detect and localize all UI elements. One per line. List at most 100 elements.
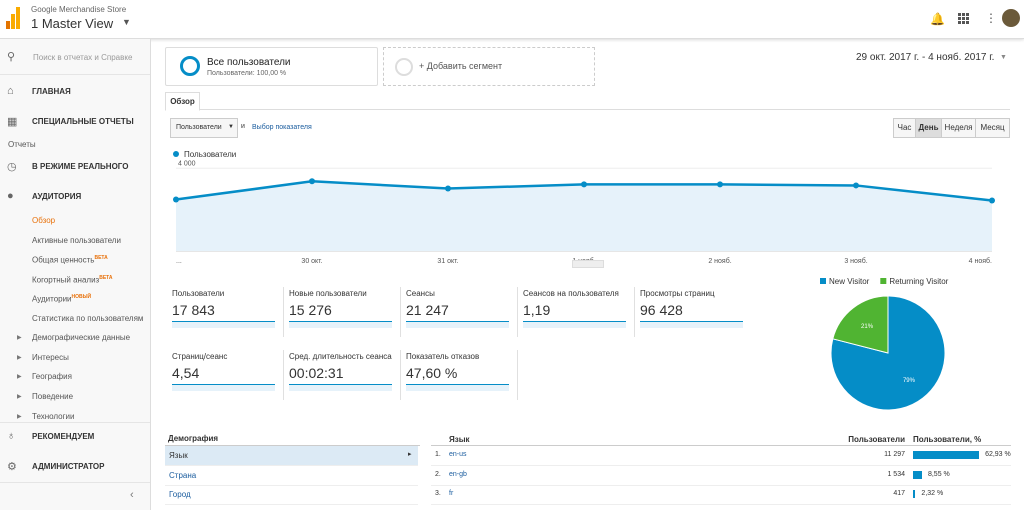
menu[interactable]: ⋮ (985, 11, 997, 25)
demography-label: Страна (169, 470, 197, 480)
metric[interactable]: Сеансы 21 247 (406, 285, 510, 335)
legend-swatch (880, 278, 887, 284)
metric-value: 15 276 (289, 302, 332, 318)
rank: 3. (435, 490, 441, 497)
chart-resizer[interactable] (572, 260, 604, 268)
divider (165, 445, 420, 446)
metric-select[interactable]: Пользователи ▼ (170, 118, 238, 138)
notifications[interactable]: 🔔 (930, 12, 945, 26)
expander: ▶ (17, 335, 22, 341)
metric[interactable]: Сред. длительность сеанса 00:02:31 (289, 348, 393, 398)
sub-item[interactable]: Когортный анализBETA (32, 275, 112, 285)
group[interactable]: Демографические данные (32, 333, 131, 342)
date-range[interactable]: 29 окт. 2017 г. - 4 нояб. 2017 г. (856, 52, 995, 63)
granularity-button[interactable]: Месяц (975, 118, 1010, 138)
arrow: ▸ (408, 451, 412, 458)
tab[interactable]: Обзор (165, 92, 200, 111)
expander: ▶ (17, 413, 22, 420)
sub-item[interactable]: АудиторииНОВЫЙ (32, 294, 91, 304)
group[interactable]: Технологии (32, 411, 75, 421)
demography: Демография Язык ▸ Страна Город (165, 430, 420, 510)
granularity-button[interactable]: Неделя (941, 118, 976, 138)
legend-marker (173, 151, 179, 157)
segment-name: Все пользователи (207, 57, 291, 68)
metric-label: Показатель отказов (406, 352, 480, 361)
share-label: 8,55 % (927, 470, 950, 478)
tab-line (165, 109, 1010, 110)
sub-item[interactable]: Статистика по пользователям (32, 314, 143, 323)
share-label: 62,93 % (985, 451, 1011, 458)
view-name[interactable]: 1 Master View (31, 16, 114, 31)
date-caret[interactable]: ▼ (1000, 54, 1007, 61)
sub-label: Статистика по пользователям (32, 314, 144, 323)
rank: 2. (435, 470, 441, 478)
metric[interactable]: Показатель отказов 47,60 % (406, 348, 510, 398)
choose-metric[interactable]: Выбор показателя (252, 124, 312, 131)
table-row: 3. fr 417 2,32 % (431, 485, 1011, 505)
language[interactable]: en-gb (449, 470, 467, 478)
top-bar: Google Merchandise Store 1 Master View ▼… (0, 0, 1024, 39)
rank: 1. (435, 451, 441, 458)
point (717, 181, 723, 188)
nav-item[interactable]: РЕКОМЕНДУЕМ (32, 432, 95, 441)
metric[interactable]: Новые пользователи 15 276 (289, 285, 393, 335)
granularity-button[interactable]: День (915, 118, 942, 138)
add-segment-label: + Добавить сегмент (419, 61, 503, 71)
metric-select-label: Пользователи (176, 124, 222, 131)
nav-item[interactable]: АУДИТОРИЯ (32, 192, 82, 201)
metric[interactable]: Страниц/сеанс 4,54 (172, 348, 276, 398)
and-label: и (241, 123, 245, 130)
header: Пользователи, % (913, 435, 982, 444)
demography-row[interactable]: Город (165, 485, 418, 505)
language[interactable]: fr (449, 490, 454, 497)
header: Язык (449, 435, 470, 444)
group[interactable]: Интересы (32, 352, 69, 362)
sparkline (289, 321, 392, 328)
logo (6, 7, 20, 29)
metric-value: 17 843 (172, 302, 215, 318)
search[interactable]: Поиск в отчетах и Справке (33, 53, 133, 62)
point (853, 182, 859, 189)
metric[interactable]: Пользователи 17 843 (172, 285, 276, 335)
collapse[interactable]: ‹ (130, 489, 134, 501)
nav-item[interactable]: В РЕЖИМЕ РЕАЛЬНОГО (32, 162, 129, 171)
nav-item[interactable]: АДМИНИСТРАТОР (32, 462, 105, 471)
sub-item[interactable]: Активные пользователи (32, 236, 121, 245)
add-segment[interactable]: + Добавить сегмент (383, 47, 595, 86)
granularity-button[interactable]: Час (893, 118, 916, 138)
metric[interactable]: Сеансов на пользователя 1,19 (523, 285, 627, 335)
sparkline (406, 384, 509, 391)
demography-row[interactable]: Язык ▸ (165, 446, 418, 466)
language[interactable]: en-us (449, 451, 467, 458)
sub-label: Аудитории (32, 295, 72, 305)
metric-label: Новые пользователи (289, 289, 367, 298)
view-caret[interactable]: ▼ (122, 17, 131, 27)
share-bar (913, 490, 916, 498)
pie-label: 79% (903, 378, 916, 384)
expander: ▶ (17, 374, 22, 381)
avatar[interactable] (1002, 9, 1020, 27)
granularity: Час День Неделя Месяц (893, 118, 1010, 138)
header: Пользователи (848, 435, 905, 444)
divider (0, 482, 150, 483)
sub-label: Когортный анализ (32, 275, 100, 285)
group[interactable]: Поведение (32, 392, 74, 402)
nav-item[interactable]: СПЕЦИАЛЬНЫЕ ОТЧЕТЫ (32, 117, 134, 126)
group[interactable]: География (32, 372, 72, 382)
apps[interactable] (958, 13, 969, 24)
store-name: Google Merchandise Store (31, 5, 127, 14)
metric[interactable]: Просмотры страниц 96 428 (640, 285, 744, 335)
metrics: Пользователи 17 843 Новые пользователи 15 2… (165, 285, 765, 405)
separator (283, 350, 284, 400)
metric-label: Просмотры страниц (640, 289, 715, 298)
sub-item[interactable]: Общая ценностьBETA (32, 255, 108, 265)
sub-item[interactable]: Обзор (32, 216, 55, 225)
sub-label: Общая ценность (32, 255, 95, 265)
x-tick-label: ... (176, 258, 182, 265)
segment[interactable]: Все пользователи Пользователи: 100,00 % (165, 47, 378, 86)
metric-value: 4,54 (172, 365, 200, 381)
nav-item[interactable]: ГЛАВНАЯ (32, 87, 71, 96)
metric-value: 00:02:31 (289, 365, 344, 381)
demography-row[interactable]: Страна (165, 466, 418, 486)
